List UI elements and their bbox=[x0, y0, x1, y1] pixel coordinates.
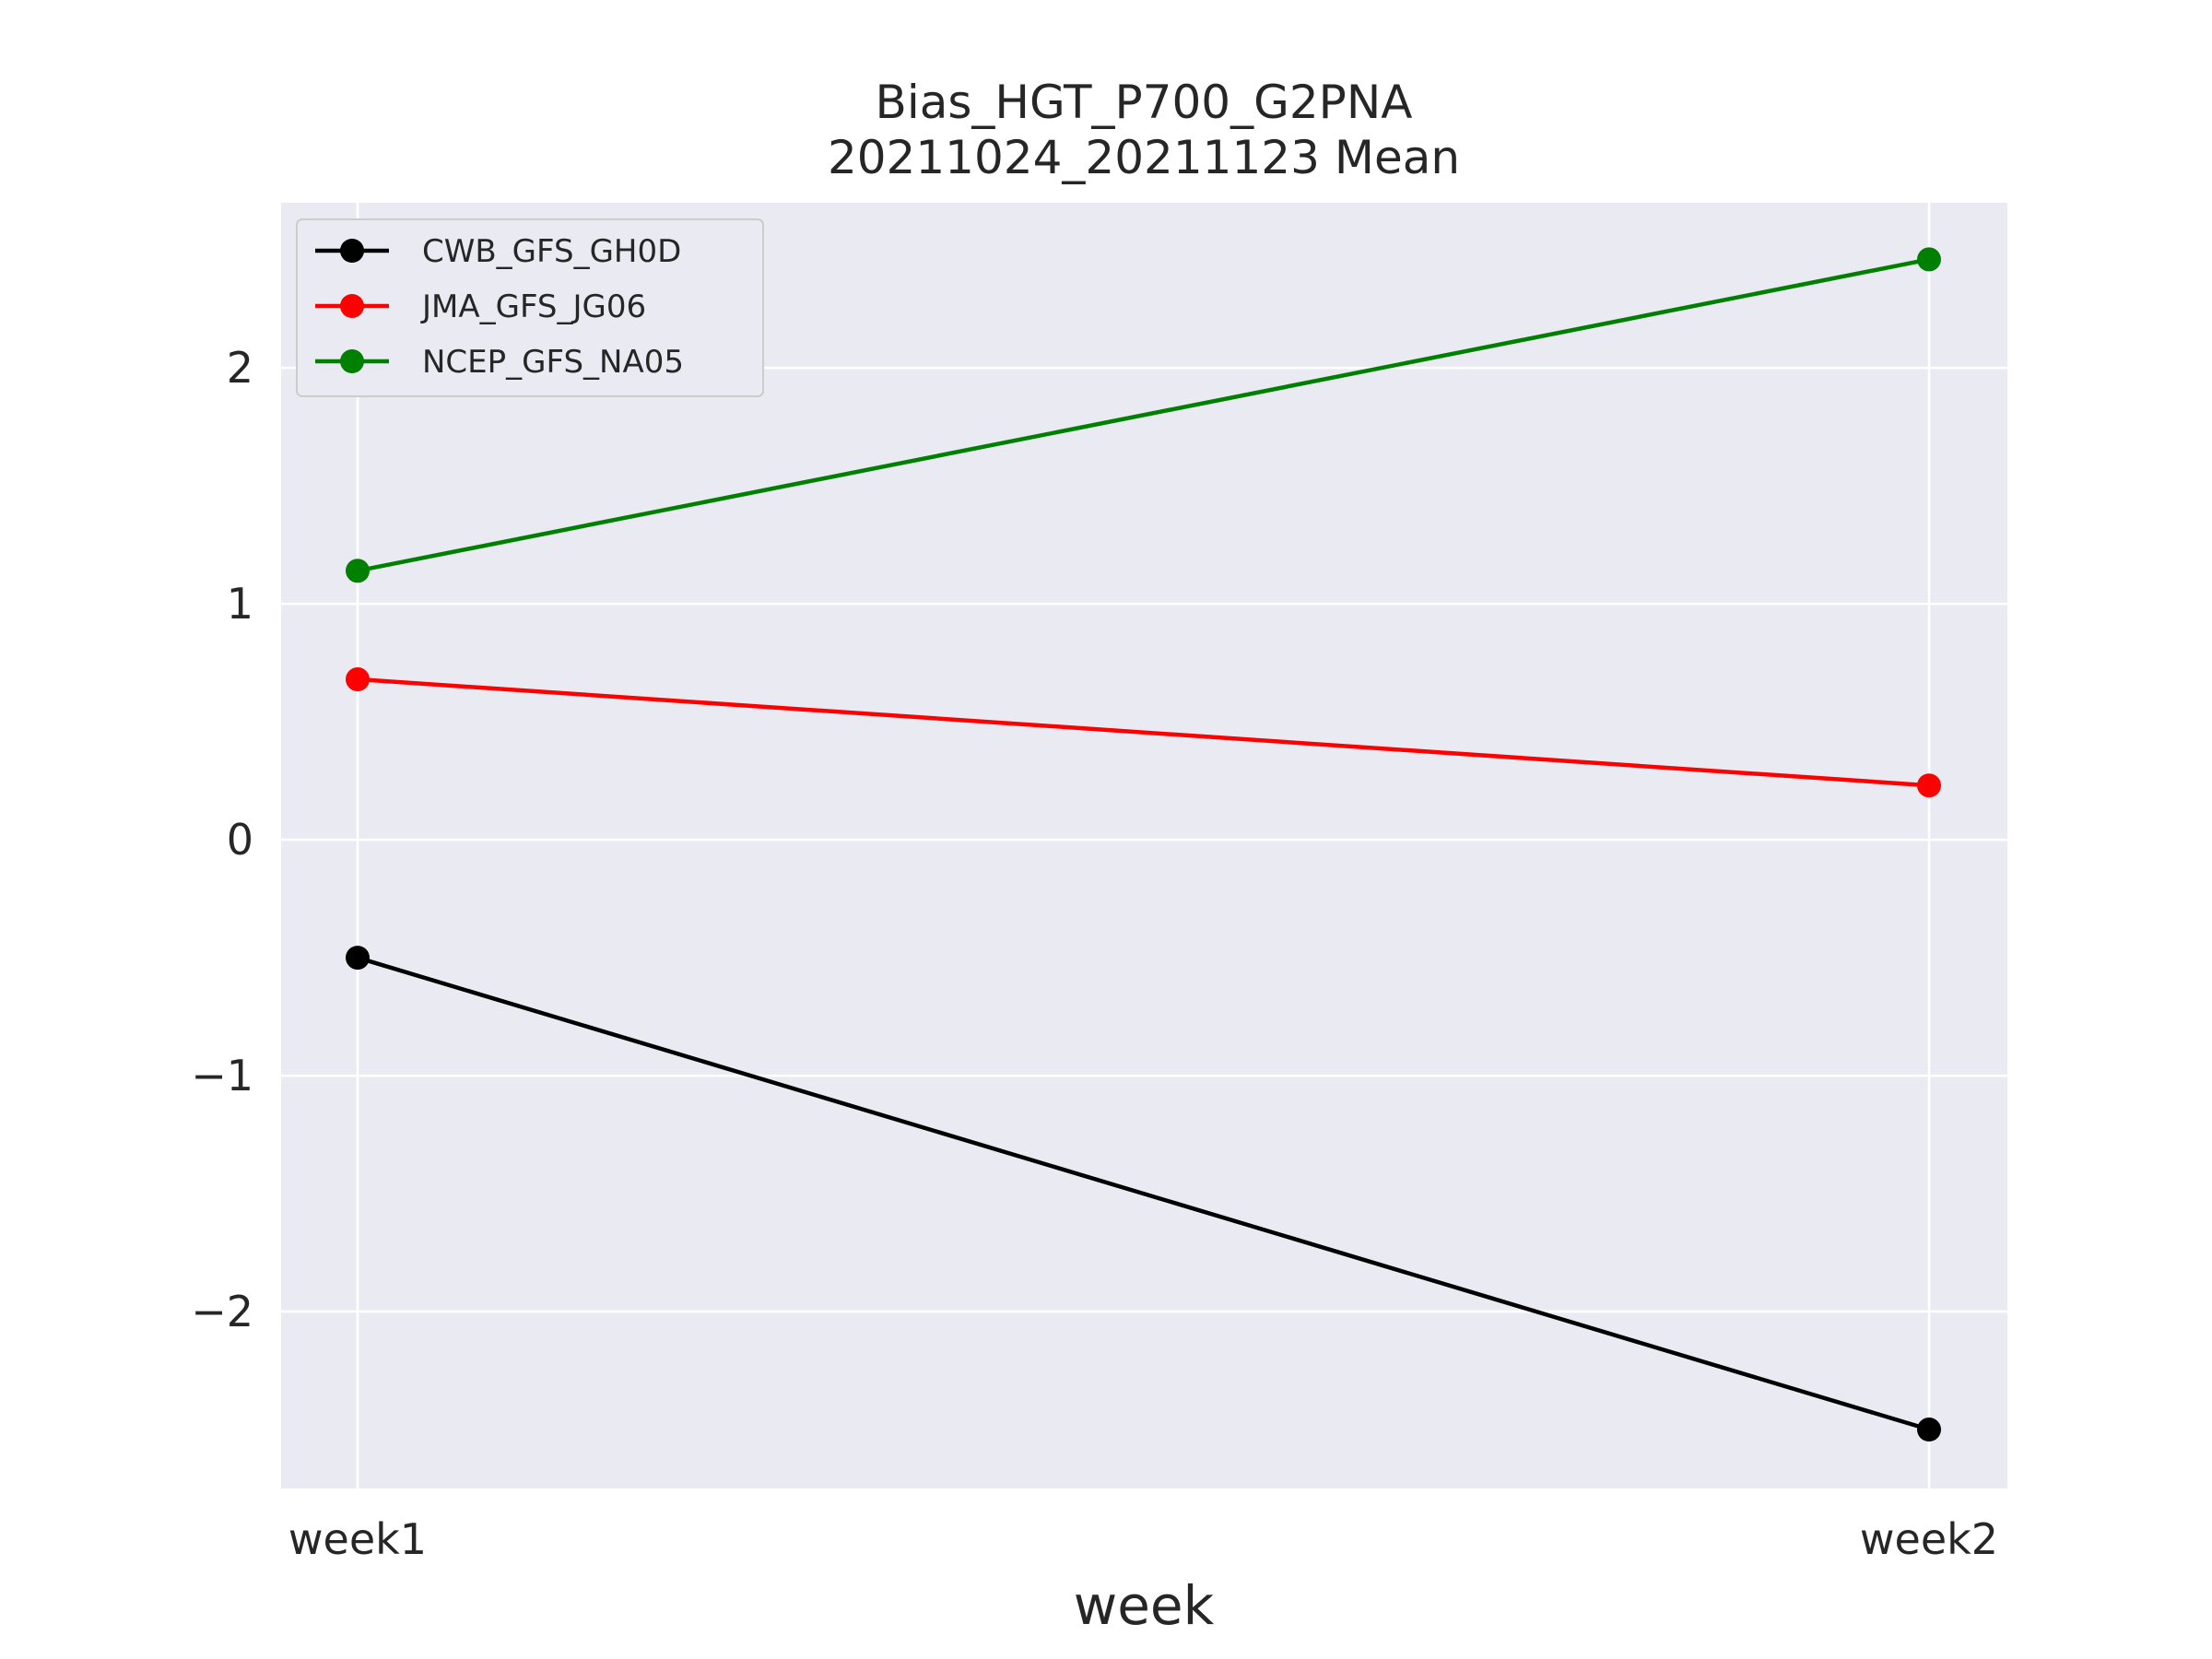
series-NCEP_GFS_NA05 bbox=[346, 247, 1941, 583]
legend-marker bbox=[340, 349, 364, 373]
series-JMA_GFS_JG06 bbox=[346, 667, 1941, 798]
legend-label: NCEP_GFS_NA05 bbox=[422, 344, 684, 381]
x-axis-label: week bbox=[1074, 1574, 1215, 1637]
legend-item: NCEP_GFS_NA05 bbox=[315, 344, 684, 381]
plot-area bbox=[281, 203, 2007, 1488]
legend-item: JMA_GFS_JG06 bbox=[315, 288, 646, 325]
x-tick-label: week1 bbox=[288, 1514, 427, 1564]
legend-label: CWB_GFS_GH0D bbox=[422, 233, 681, 270]
y-tick-label: 1 bbox=[227, 579, 253, 629]
x-tick-label: week2 bbox=[1860, 1514, 1998, 1564]
series-line bbox=[357, 955, 1930, 1432]
series-line bbox=[357, 677, 1930, 788]
data-point bbox=[346, 667, 370, 692]
y-tick-labels: −2 −1 0 1 2 bbox=[191, 343, 253, 1336]
legend-marker bbox=[340, 294, 364, 318]
legend-marker bbox=[340, 239, 364, 263]
data-point bbox=[346, 946, 370, 971]
series-line bbox=[357, 257, 1930, 573]
legend-item: CWB_GFS_GH0D bbox=[315, 233, 681, 270]
series-layer bbox=[346, 247, 1941, 1442]
data-point bbox=[1917, 1418, 1941, 1442]
y-tick-label: 2 bbox=[227, 343, 253, 393]
chart-title-line-1: Bias_HGT_P700_G2PNA bbox=[876, 76, 1413, 129]
data-point bbox=[1917, 247, 1941, 272]
x-tick-labels: week1 week2 bbox=[288, 1514, 1998, 1564]
legend: CWB_GFS_GH0D JMA_GFS_JG06 NCEP_GFS_NA05 bbox=[296, 218, 764, 397]
y-tick-label: 0 bbox=[227, 815, 253, 865]
chart-title-line-2: 20211024_20211123 Mean bbox=[828, 131, 1460, 184]
series-CWB_GFS_GH0D bbox=[346, 946, 1941, 1442]
data-point bbox=[1917, 773, 1941, 798]
data-point bbox=[346, 559, 370, 583]
legend-label: JMA_GFS_JG06 bbox=[420, 288, 646, 325]
y-tick-label: −1 bbox=[191, 1051, 253, 1100]
y-tick-label: −2 bbox=[191, 1287, 253, 1336]
legend-frame bbox=[296, 218, 764, 397]
